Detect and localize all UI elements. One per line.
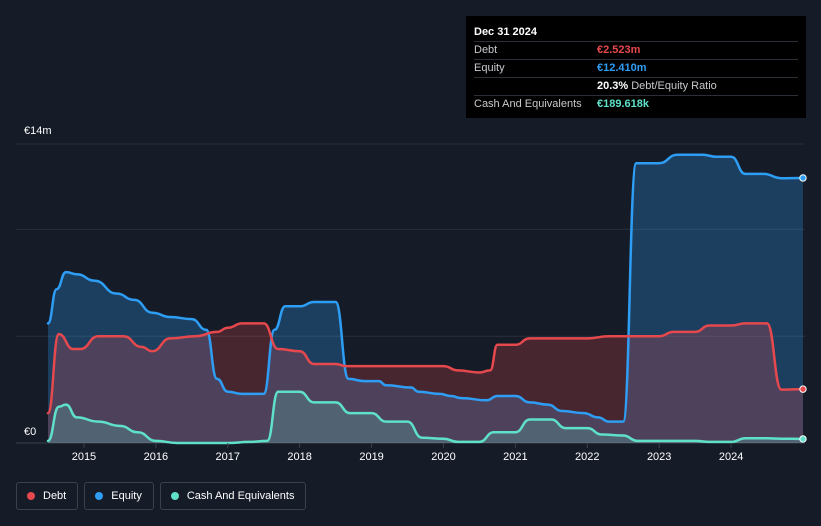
tooltip-label: Cash And Equivalents [474, 98, 582, 110]
cash-and-equivalents-area [48, 391, 803, 443]
x-tick-label: 2022 [575, 451, 599, 463]
tooltip-panel: Dec 31 2024 Debt €2.523m Equity €12.410m… [466, 16, 806, 118]
equity-area [48, 154, 803, 443]
cash-and-equivalents-line [46, 390, 805, 445]
debt-endpoint [799, 385, 807, 393]
tooltip-row-cash: Cash And Equivalents €189.618k [474, 95, 798, 113]
tooltip-row-equity: Equity €12.410m [474, 59, 798, 77]
grid-lines [16, 143, 805, 444]
x-tick-label: 2024 [719, 451, 743, 463]
tooltip-row-ratio: 20.3% Debt/Equity Ratio [474, 77, 798, 95]
cash-and-equivalents-endpoint [799, 435, 807, 443]
y-axis-max-label: €14m [24, 125, 52, 137]
cash-dot-icon [170, 492, 179, 500]
y-axis-min-label: €0 [24, 426, 37, 438]
debt-line [46, 322, 805, 415]
x-tick-label: 2016 [144, 451, 168, 463]
tooltip-date: Dec 31 2024 [474, 26, 537, 38]
tooltip-label: Debt [474, 44, 498, 56]
tooltip-value: €189.618k [597, 98, 649, 110]
debt-area [48, 323, 803, 443]
legend-item-cash[interactable]: Cash And Equivalents [159, 482, 307, 510]
legend-item-debt[interactable]: Debt [16, 482, 79, 510]
x-axis-ticks: 2015 2016 2017 2018 2019 2020 2021 2022 2023 2024 [72, 443, 743, 463]
series-areas [48, 154, 803, 443]
equity-dot-icon [95, 492, 104, 500]
x-tick-label: 2018 [287, 451, 311, 463]
tooltip-value: €12.410m [597, 62, 647, 74]
legend: Debt Equity Cash And Equivalents [16, 482, 307, 510]
equity-line [46, 153, 805, 423]
x-tick-label: 2021 [503, 451, 527, 463]
x-tick-label: 2020 [431, 451, 455, 463]
tooltip-label: Equity [474, 62, 505, 74]
tooltip-value: €2.523m [597, 44, 641, 56]
x-tick-label: 2019 [359, 451, 383, 463]
series-lines [46, 153, 805, 445]
equity-endpoint [799, 174, 807, 182]
tooltip-suffix: Debt/Equity Ratio [631, 80, 717, 92]
series-endpoints [799, 174, 807, 443]
legend-label: Equity [111, 490, 142, 502]
debt-dot-icon [27, 492, 35, 500]
x-tick-label: 2015 [72, 451, 96, 463]
tooltip-label [474, 78, 597, 95]
x-tick-label: 2017 [216, 451, 240, 463]
legend-label: Debt [43, 490, 67, 502]
legend-label: Cash And Equivalents [186, 490, 295, 502]
x-tick-label: 2023 [647, 451, 671, 463]
legend-item-equity[interactable]: Equity [84, 482, 154, 510]
tooltip-value: 20.3% [597, 80, 629, 92]
tooltip-row-debt: Debt €2.523m [474, 41, 798, 59]
